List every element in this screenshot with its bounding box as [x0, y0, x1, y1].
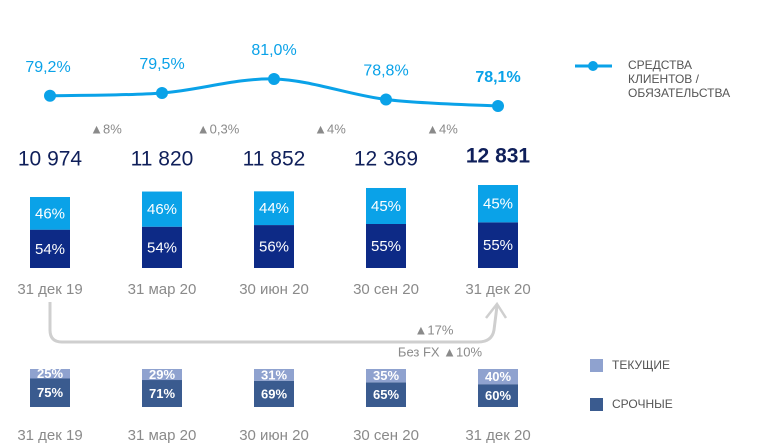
- growth-label: ▲8%: [90, 121, 122, 136]
- segment-label: 45%: [483, 196, 513, 213]
- x-tick-label: 31 дек 20: [465, 427, 530, 444]
- bar-segment: [478, 185, 518, 223]
- total-label: 10 974: [18, 148, 83, 171]
- segment-label: 54%: [35, 241, 65, 258]
- segment-label: 71%: [149, 386, 175, 401]
- point: [268, 73, 280, 85]
- total-label: 11 852: [243, 148, 306, 171]
- bar-segment: [478, 369, 518, 385]
- bar-segment: [30, 369, 70, 379]
- bar-segment: [30, 229, 70, 268]
- data-label: 78,1%: [475, 69, 520, 86]
- segment-label: 25%: [37, 366, 63, 381]
- legend-swatch: [590, 359, 603, 372]
- x-tick-label: 31 дек 19: [17, 427, 82, 444]
- segment-label: 40%: [485, 369, 511, 384]
- bar-segment: [254, 191, 294, 226]
- growth-label: ▲4%: [314, 121, 346, 136]
- x-tick-label: 31 мар 20: [128, 427, 197, 444]
- point: [380, 93, 392, 106]
- growth-label: ▲4%: [426, 121, 458, 136]
- legend-label: СРОЧНЫЕ: [612, 397, 673, 411]
- segment-label: 56%: [259, 239, 289, 256]
- data-label: 81,0%: [251, 42, 296, 59]
- bar-segment: [142, 380, 182, 407]
- segment-label: 44%: [259, 200, 289, 217]
- bar-segment: [478, 384, 518, 407]
- bar-segment: [30, 197, 70, 230]
- segment-label: 46%: [147, 201, 177, 218]
- legend-label: ТЕКУЩИЕ: [612, 358, 670, 372]
- segment-label: 55%: [483, 237, 513, 254]
- bar-segment: [366, 187, 406, 224]
- point: [156, 86, 168, 99]
- x-tick-label: 31 мар 20: [128, 281, 197, 298]
- legend-dot: [588, 61, 598, 71]
- growth-label: Без FX ▲10%: [398, 344, 483, 359]
- bar-segment: [478, 222, 518, 268]
- x-tick-label: 30 июн 20: [239, 427, 309, 444]
- data-label: 79,5%: [139, 56, 184, 73]
- segment-label: 46%: [35, 205, 65, 222]
- legend-swatch: [590, 398, 603, 411]
- segment-label: 55%: [371, 238, 401, 255]
- arrow-head: [485, 301, 508, 319]
- data-label: 79,2%: [25, 59, 70, 76]
- total-label: 11 820: [131, 148, 194, 171]
- bar-segment: [142, 191, 182, 227]
- x-tick-label: 30 июн 20: [239, 281, 309, 298]
- segment-label: 31%: [261, 367, 287, 382]
- bar-segment: [366, 382, 406, 407]
- bar-segment: [142, 369, 182, 381]
- bar-segment: [366, 223, 406, 268]
- segment-label: 35%: [373, 368, 399, 383]
- growth-arrow: [48, 302, 499, 344]
- segment-label: 54%: [147, 239, 177, 256]
- segment-label: 29%: [149, 367, 175, 382]
- x-tick-label: 30 сен 20: [353, 427, 419, 444]
- growth-label: ▲0,3%: [197, 121, 240, 136]
- legend-label: СРЕДСТВА КЛИЕНТОВ / ОБЯЗАТЕЛЬСТВА: [628, 58, 731, 100]
- segment-label: 69%: [261, 386, 287, 401]
- point: [492, 100, 504, 112]
- data-label: 78,8%: [363, 63, 408, 80]
- segment-label: 45%: [371, 198, 401, 215]
- segment-label: 60%: [485, 388, 511, 403]
- bar-segment: [254, 225, 294, 268]
- x-tick-label: 30 сен 20: [353, 281, 419, 298]
- bar-segment: [142, 226, 182, 268]
- segment-label: 65%: [373, 387, 399, 402]
- total-label: 12 831: [466, 145, 531, 168]
- point: [44, 89, 56, 102]
- bar-segment: [366, 369, 406, 383]
- bar-segment: [254, 369, 294, 381]
- segment-label: 75%: [37, 385, 63, 400]
- bar-segment: [254, 380, 294, 407]
- x-tick-label: 31 дек 20: [465, 281, 530, 298]
- x-tick-label: 31 дек 19: [17, 281, 82, 298]
- bar-segment: [30, 378, 70, 407]
- growth-label: ▲17%: [415, 322, 454, 337]
- total-label: 12 369: [354, 148, 418, 171]
